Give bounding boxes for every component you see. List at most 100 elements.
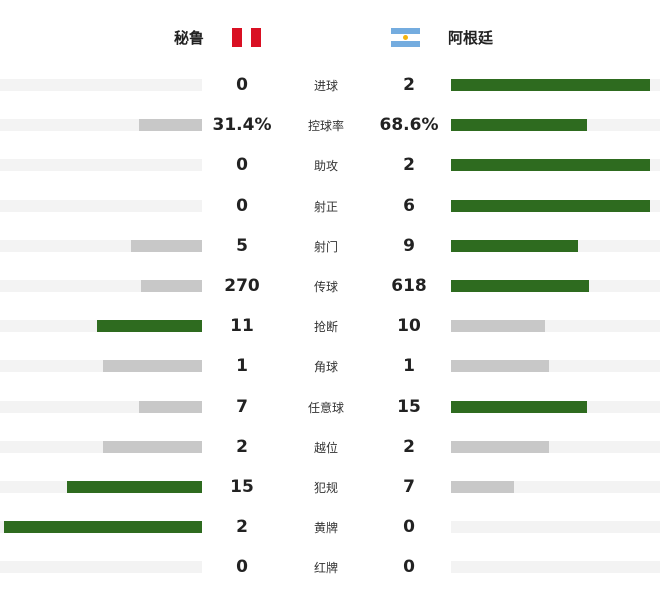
stat-label: 射正 <box>313 199 338 214</box>
home-stat-track <box>0 119 202 132</box>
home-stat-track <box>0 199 202 212</box>
home-stat-value: 0 <box>236 75 248 95</box>
home-stat-bar <box>103 360 202 373</box>
away-stat-bar <box>451 239 579 252</box>
away-stat-value: 0 <box>403 557 415 578</box>
home-stat-track <box>0 360 202 373</box>
away-stat-track <box>451 79 660 91</box>
stat-row: 2 越位 2 <box>0 427 660 467</box>
stat-label: 抢断 <box>313 320 338 335</box>
home-stat-track <box>0 280 202 292</box>
home-stat-bar <box>139 119 202 132</box>
home-stat-value: 0 <box>236 155 248 176</box>
home-stat-value: 270 <box>224 276 260 296</box>
away-stat-value: 9 <box>403 235 415 256</box>
away-stat-bar <box>451 280 589 292</box>
home-stat-track <box>0 320 202 333</box>
home-stat-bar <box>139 400 202 413</box>
peru-flag-red-stripe-left <box>232 28 242 47</box>
home-stat-track <box>0 79 202 91</box>
away-stat-value: 15 <box>397 396 421 417</box>
away-stat-value: 6 <box>403 195 415 216</box>
home-stat-track <box>0 400 202 413</box>
home-stat-value: 11 <box>230 316 254 337</box>
away-stat-track <box>451 159 660 172</box>
stat-row: 2 黄牌 0 <box>0 507 660 547</box>
away-stat-value: 2 <box>403 436 415 457</box>
away-stat-track <box>451 360 660 373</box>
stat-label: 任意球 <box>307 400 344 415</box>
away-stat-bar <box>451 119 587 132</box>
home-team-name: 秘鲁 <box>173 29 204 47</box>
stat-label: 角球 <box>313 360 338 375</box>
match-header: 秘鲁 阿根廷 <box>0 0 660 75</box>
home-stat-value: 1 <box>236 356 248 377</box>
away-stat-value: 10 <box>397 316 421 337</box>
stat-row: 31.4% 控球率 68.6% <box>0 105 660 145</box>
away-stat-bar <box>451 320 546 333</box>
home-stat-bar <box>103 440 202 453</box>
stat-label: 传球 <box>313 280 338 294</box>
home-stat-value: 5 <box>236 235 248 256</box>
stat-row: 0 助攻 2 <box>0 145 660 185</box>
peru-flag-red-stripe-right <box>251 28 261 47</box>
stat-label: 越位 <box>313 440 338 455</box>
home-stat-track <box>0 239 202 252</box>
away-stat-bar <box>451 440 550 453</box>
stat-row: 5 射门 9 <box>0 226 660 266</box>
home-stat-value: 15 <box>230 477 254 497</box>
stat-row: 0 进球 2 <box>0 65 660 105</box>
home-stat-bar <box>66 481 202 493</box>
away-stat-bar <box>451 400 587 413</box>
stat-row: 0 射正 6 <box>0 186 660 226</box>
home-stat-track <box>0 521 202 534</box>
home-stat-bar <box>96 320 202 333</box>
away-stat-value: 2 <box>403 75 415 95</box>
stat-row: 270 传球 618 <box>0 266 660 306</box>
stat-row: 15 犯规 7 <box>0 467 660 507</box>
argentina-flag-icon <box>391 28 420 47</box>
away-stat-value: 2 <box>403 155 415 176</box>
away-stat-track <box>451 440 660 453</box>
away-stat-value: 68.6% <box>379 115 439 136</box>
away-stat-track <box>451 521 660 534</box>
away-stat-track <box>451 199 660 212</box>
home-stat-value: 31.4% <box>212 115 272 136</box>
away-stat-value: 7 <box>403 477 415 497</box>
stat-label: 助攻 <box>313 159 338 174</box>
away-stat-track <box>451 119 660 132</box>
home-stat-value: 2 <box>236 517 248 538</box>
away-stat-track <box>451 320 660 333</box>
stat-label: 控球率 <box>307 119 344 134</box>
stat-label: 犯规 <box>313 481 338 495</box>
home-stat-track <box>0 561 202 574</box>
stat-label: 射门 <box>313 239 338 254</box>
away-team-name: 阿根廷 <box>448 29 494 47</box>
away-stat-track <box>451 400 660 413</box>
away-stat-bar <box>451 199 650 212</box>
argentina-flag-blue-stripe-bottom <box>391 41 420 47</box>
away-stat-value: 618 <box>391 276 427 296</box>
away-stat-bar <box>451 481 514 493</box>
away-stat-track <box>451 280 660 292</box>
stat-row: 7 任意球 15 <box>0 387 660 427</box>
home-stat-track <box>0 481 202 493</box>
home-stat-value: 7 <box>236 396 248 417</box>
peru-flag-icon <box>232 28 261 47</box>
home-stat-track <box>0 159 202 172</box>
home-stat-bar <box>141 280 202 292</box>
stat-label: 红牌 <box>313 561 338 576</box>
home-stat-track <box>0 440 202 453</box>
away-stat-track <box>451 481 660 493</box>
away-stat-track <box>451 561 660 574</box>
away-stat-bar <box>451 79 650 91</box>
away-stat-track <box>451 239 660 252</box>
home-stat-value: 0 <box>236 195 248 216</box>
away-stat-bar <box>451 360 550 373</box>
stat-label: 进球 <box>313 79 338 93</box>
stat-row: 11 抢断 10 <box>0 306 660 346</box>
stat-row: 0 红牌 0 <box>0 547 660 587</box>
away-stat-value: 1 <box>403 356 415 377</box>
argentina-flag-blue-stripe-top <box>391 28 420 34</box>
home-stat-bar <box>131 239 202 252</box>
